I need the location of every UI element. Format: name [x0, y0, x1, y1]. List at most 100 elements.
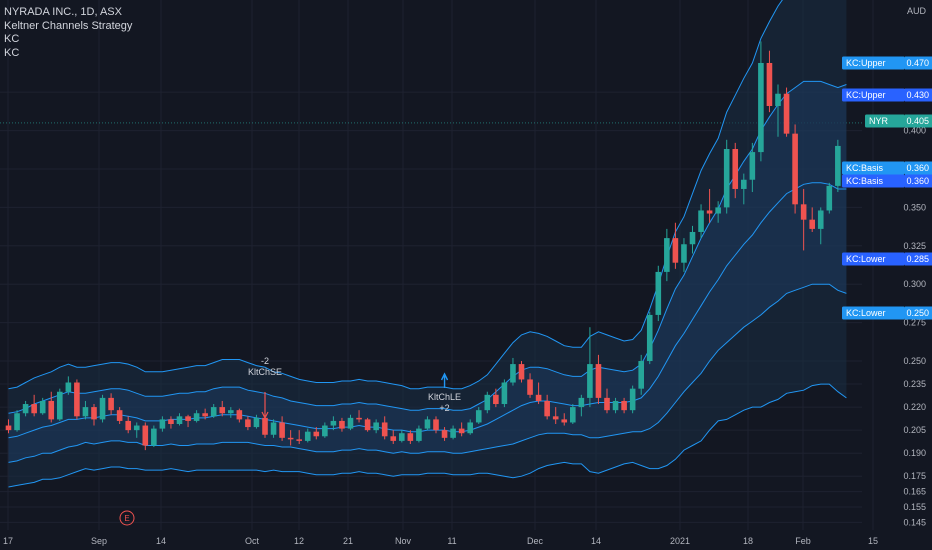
candle	[304, 428, 311, 443]
candle	[390, 430, 397, 444]
candle	[168, 416, 174, 429]
signal-short-label: KltChSE	[248, 367, 282, 377]
candle	[501, 379, 508, 408]
candle	[646, 311, 653, 365]
price-tag: KC:Lower 0.250	[842, 306, 932, 320]
candle	[655, 265, 662, 322]
candle	[681, 238, 687, 272]
price-tag: KC:Lower 0.285	[842, 252, 932, 266]
x-tick-label: 17	[3, 536, 13, 546]
price-tag-label: KC:Upper	[846, 90, 886, 100]
x-tick-label: Dec	[527, 536, 544, 546]
candle	[356, 410, 362, 423]
candle	[236, 408, 243, 423]
candle	[5, 419, 12, 434]
x-tick-label: 2021	[670, 536, 690, 546]
candle	[151, 425, 157, 448]
indicator-keltner-strategy[interactable]: Keltner Channels Strategy	[4, 19, 133, 32]
y-tick-label: 0.275	[903, 318, 926, 328]
x-tick-label: Nov	[395, 536, 412, 546]
candle	[39, 397, 46, 415]
y-tick-label: 0.145	[903, 517, 926, 527]
price-tag-value: 0.405	[906, 116, 929, 126]
candle	[775, 84, 781, 137]
candle	[672, 222, 679, 269]
candle	[570, 404, 576, 424]
price-tag-label: KC:Upper	[846, 58, 886, 68]
candle	[210, 404, 217, 418]
chart-legend: NYRADA INC., 1D, ASX Keltner Channels St…	[4, 6, 132, 60]
candle	[749, 142, 756, 193]
candle	[339, 417, 345, 432]
candle	[296, 430, 302, 444]
candle	[561, 413, 568, 426]
earnings-event-icon[interactable]	[119, 510, 135, 526]
candle	[604, 388, 610, 414]
candle	[416, 425, 422, 443]
indicator-kc-1[interactable]: KC	[4, 33, 20, 45]
candle	[544, 394, 550, 420]
price-tag: KC:Upper 0.470	[842, 56, 932, 70]
signal-long-label: KltChLE	[428, 392, 461, 402]
y-tick-label: 0.250	[903, 356, 926, 366]
y-tick-label: 0.325	[903, 241, 926, 251]
y-tick-label: 0.350	[903, 202, 926, 212]
candle	[467, 419, 473, 435]
y-tick-label: 0.165	[903, 487, 926, 497]
candle	[621, 397, 627, 414]
x-tick-label: 11	[447, 536, 456, 546]
outer-channel-fill	[8, 0, 847, 487]
inner-channel-fill	[8, 81, 847, 463]
candle	[484, 391, 491, 414]
candle	[228, 407, 234, 418]
symbol-title[interactable]: NYRADA INC., 1D, ASX	[4, 6, 122, 18]
candle	[31, 394, 37, 417]
candle	[535, 382, 542, 405]
candle	[270, 419, 277, 438]
price-tag: KC:Basis 0.360	[842, 174, 932, 188]
y-tick-label: 0.235	[903, 379, 926, 389]
candle	[475, 407, 482, 424]
signal-long-arrow	[440, 372, 449, 388]
candle	[99, 394, 106, 423]
candle	[766, 50, 773, 113]
currency-label[interactable]: AUD	[906, 6, 926, 16]
time-axis[interactable]: 17 Sep 14 Oct 12 21 Nov 11 Dec 14 2021 18 Feb 15	[3, 536, 878, 546]
candle	[817, 207, 824, 245]
price-tag-label: KC:Lower	[846, 308, 886, 318]
candle	[82, 400, 89, 420]
candle	[458, 422, 465, 437]
candle	[364, 417, 371, 432]
x-tick-label: 12	[294, 536, 304, 546]
candle	[91, 404, 97, 426]
candle	[108, 393, 114, 415]
y-tick-label: 0.220	[903, 402, 926, 412]
candle	[433, 416, 439, 434]
candle	[185, 414, 191, 428]
candle	[664, 228, 670, 282]
candlesticks	[5, 41, 841, 451]
candle	[279, 416, 285, 441]
y-tick-label: 0.300	[903, 279, 926, 289]
candle	[22, 400, 29, 417]
candle	[125, 416, 131, 434]
price-tag-value: 0.470	[906, 58, 929, 68]
candle	[330, 416, 337, 431]
candle	[706, 188, 713, 223]
price-tag-value: 0.285	[906, 254, 929, 264]
kc-upper-outer-line	[8, 0, 783, 390]
indicator-kc-2[interactable]: KC	[4, 46, 20, 59]
y-tick-label: 0.400	[903, 126, 926, 136]
candle	[65, 376, 72, 395]
x-tick-label: 14	[591, 536, 601, 546]
price-tag-value: 0.360	[906, 176, 929, 186]
x-tick-label: Feb	[795, 536, 811, 546]
keltner-channels	[8, 0, 847, 488]
x-tick-label: 15	[868, 536, 878, 546]
candle	[322, 422, 328, 438]
price-tag-value: 0.250	[906, 308, 929, 318]
candle	[835, 139, 841, 193]
y-tick-label: 0.190	[903, 448, 926, 458]
